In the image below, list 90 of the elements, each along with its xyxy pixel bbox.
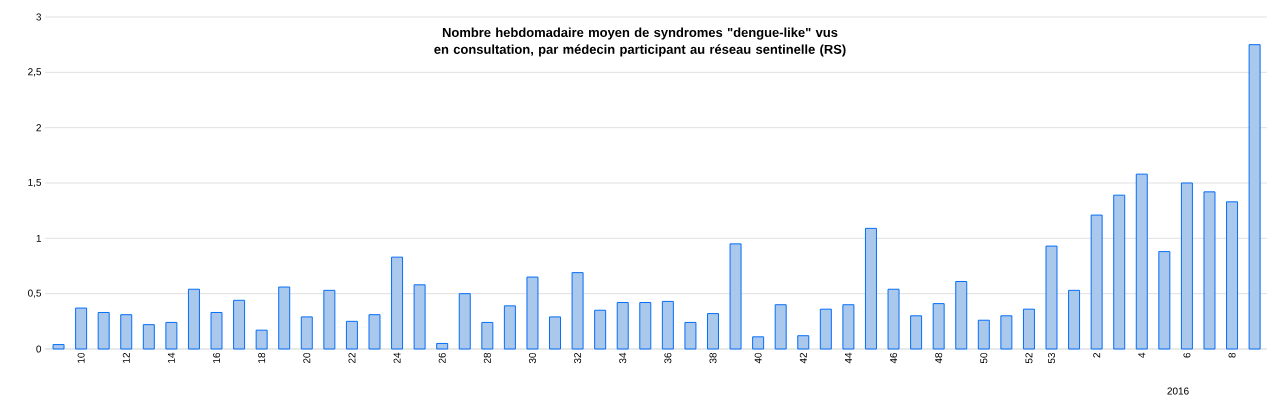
bar [977, 319, 990, 350]
bar [52, 344, 65, 350]
bar [1068, 289, 1081, 350]
bar [120, 314, 133, 350]
bar [910, 315, 923, 350]
bar [1226, 201, 1239, 350]
x-tick-label: 4 [1138, 352, 1146, 358]
bar [549, 316, 562, 350]
bar [526, 276, 539, 350]
x-tick-label: 52 [1025, 353, 1033, 364]
x-tick-label: 30 [528, 352, 536, 364]
bar [752, 336, 765, 350]
bar [413, 284, 426, 350]
bar [187, 288, 200, 350]
bar [797, 335, 810, 350]
x-tick-label: 53 [1047, 352, 1056, 364]
x-tick-label: 36 [664, 352, 672, 364]
bar [1022, 308, 1035, 350]
bar [571, 272, 584, 350]
bar [165, 321, 178, 350]
bar [210, 311, 223, 350]
x-tick-label: 20 [303, 352, 311, 364]
bar [278, 286, 291, 350]
x-tick-label: 6 [1183, 352, 1191, 358]
x-tick-label: 2 [1093, 353, 1101, 358]
x-tick-label: 12 [122, 353, 130, 363]
bar [1180, 182, 1193, 350]
y-tick-label: 1 [36, 234, 41, 242]
y-tick-label: 0 [36, 345, 42, 353]
bar [1090, 214, 1103, 350]
bar [458, 293, 471, 350]
x-tick-label: 26 [438, 352, 446, 364]
bar [503, 305, 516, 350]
bar [142, 324, 155, 350]
bar [1000, 315, 1013, 350]
x-tick-label: 40 [754, 352, 762, 364]
x-tick-label: 8 [1228, 352, 1236, 358]
bar [300, 316, 313, 350]
bar [864, 227, 877, 350]
x-tick-label: 32 [574, 353, 582, 364]
bar [887, 288, 900, 350]
bar [774, 304, 787, 350]
x-tick-label: 18 [258, 352, 266, 363]
x-tick-label: 28 [483, 352, 491, 364]
text: Nombre hebdomadaire moyen de syndromes "dengue-like" vus en consultation, par médecin participant au réseau sentinelle (RS) [434, 27, 846, 57]
x-tick-label: 14 [167, 352, 175, 363]
bar [819, 308, 832, 350]
bar [955, 280, 968, 350]
x-tick-label: 38 [709, 352, 717, 364]
x-tick-label: 16 [212, 352, 221, 363]
x-tick-label: 22 [348, 353, 356, 364]
bar [1045, 245, 1058, 350]
x-tick-label: 50 [980, 352, 988, 364]
bar [75, 307, 88, 350]
bar [1248, 44, 1261, 350]
bar [481, 321, 494, 350]
bar [594, 309, 607, 350]
bar [97, 311, 110, 350]
y-tick-label: 2 [36, 124, 41, 132]
x-tick-label: 44 [844, 352, 852, 364]
bar [323, 289, 336, 350]
bar [368, 314, 381, 350]
bar [616, 302, 629, 350]
y-tick-label: 0,5 [28, 289, 42, 298]
bar [842, 304, 855, 350]
bar [255, 329, 268, 350]
x-tick-label: 24 [393, 352, 401, 364]
bar [1113, 194, 1126, 350]
bar [1203, 191, 1216, 350]
bar [436, 342, 449, 350]
bar [1158, 251, 1171, 350]
bar [706, 313, 719, 350]
bar [729, 243, 742, 350]
bar [1135, 173, 1148, 350]
bar [391, 256, 404, 350]
y-tick-label: 1,5 [28, 178, 42, 188]
bar [639, 302, 652, 350]
x-tick-label: 10 [77, 352, 85, 363]
x-tick-label: 48 [935, 352, 943, 364]
y-tick-label: 2,5 [28, 68, 42, 77]
x-tick-label: 42 [799, 353, 807, 364]
bar [661, 300, 674, 350]
bar [233, 299, 246, 350]
bar [932, 303, 945, 350]
x-tick-label: 34 [619, 352, 627, 364]
bar [684, 321, 697, 350]
x-tick-label: 46 [890, 352, 898, 364]
bar [345, 320, 358, 350]
y-tick-label: 3 [36, 13, 42, 21]
text: 2016 [1167, 387, 1189, 395]
